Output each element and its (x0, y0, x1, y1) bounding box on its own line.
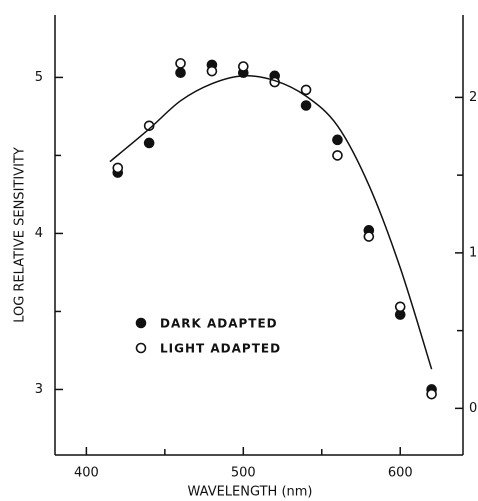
data-point (175, 58, 186, 69)
legend-label: LIGHT ADAPTED (160, 342, 281, 356)
data-point (206, 65, 218, 77)
y-tick-label: 4 (35, 226, 43, 241)
y2-tick-label: 2 (469, 90, 477, 105)
data-point (238, 61, 249, 72)
legend-marker (135, 317, 147, 329)
fit-curve (109, 75, 433, 370)
legend-label: DARK ADAPTED (160, 317, 278, 331)
data-point (112, 162, 124, 174)
x-tick-label: 500 (231, 466, 256, 481)
y-tick-label: 5 (35, 70, 43, 85)
data-point (394, 301, 406, 313)
data-point (426, 388, 437, 400)
data-point (300, 84, 312, 96)
x-axis-label: WAVELENGTH (nm) (188, 485, 313, 500)
data-point (143, 137, 155, 149)
y2-tick-label: 1 (469, 245, 477, 260)
legend-marker (135, 342, 147, 354)
y-tick-label: 3 (35, 382, 43, 397)
x-tick-label: 400 (74, 466, 99, 481)
data-point (300, 100, 312, 111)
data-point (175, 67, 186, 79)
data-point (363, 231, 375, 242)
x-tick-label: 600 (388, 466, 413, 481)
y2-tick-label: 0 (469, 401, 477, 416)
data-point (332, 150, 343, 161)
y-axis-label: LOG RELATIVE SENSITIVITY (13, 147, 28, 323)
data-point (332, 134, 343, 146)
